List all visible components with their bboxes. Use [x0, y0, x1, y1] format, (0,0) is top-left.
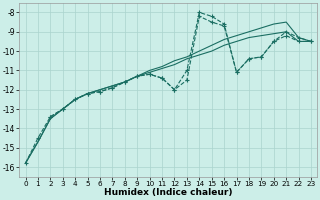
X-axis label: Humidex (Indice chaleur): Humidex (Indice chaleur) [104, 188, 233, 197]
